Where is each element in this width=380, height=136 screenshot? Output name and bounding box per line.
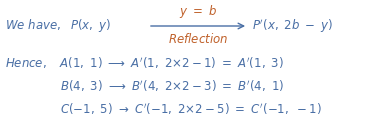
- Text: $\it{We\ have,\ \ P(x,\ y)}$: $\it{We\ have,\ \ P(x,\ y)}$: [5, 18, 111, 35]
- Text: $\it{Hence,\ \ \ A(1,\ 1)\ \longrightarrow\ A'(1,\ 2{\times}2-1)\ =\ A'(1,\ 3)}$: $\it{Hence,\ \ \ A(1,\ 1)\ \longrightarr…: [5, 55, 284, 71]
- Text: $\it{Reflection}$: $\it{Reflection}$: [168, 32, 228, 46]
- Text: $\it{B(4,\ 3)\ \longrightarrow\ B'(4,\ 2{\times}2-3)\ =\ B'(4,\ 1)}$: $\it{B(4,\ 3)\ \longrightarrow\ B'(4,\ 2…: [60, 78, 284, 94]
- Text: $\it{C(-1,\ 5)\ \rightarrow\ C'(-1,\ 2{\times}2-5)\ =\ C'(-1,\ -1)}$: $\it{C(-1,\ 5)\ \rightarrow\ C'(-1,\ 2{\…: [60, 101, 322, 117]
- Text: $\it{y\ =\ b}$: $\it{y\ =\ b}$: [179, 4, 217, 21]
- Text: $\it{P'(x,\ 2b\ -\ y)}$: $\it{P'(x,\ 2b\ -\ y)}$: [252, 17, 334, 35]
